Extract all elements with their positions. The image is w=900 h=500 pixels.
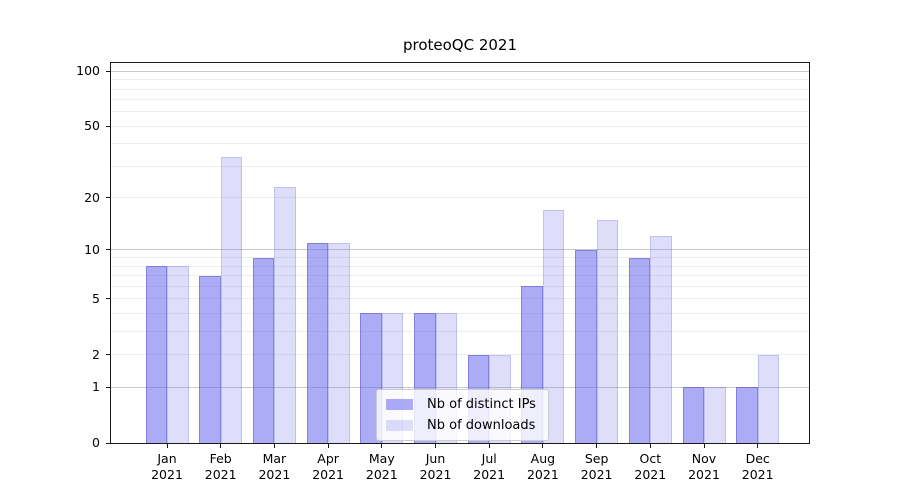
gridline-minor-90 [111,79,809,81]
xtick-mark-jan [166,444,168,448]
bar-ips-oct [628,257,651,443]
bar-ips-mar [252,257,275,443]
ytick-label-1: 1 [92,379,100,395]
xtick-mark-jul [488,444,490,448]
xtick-mark-may [381,444,383,448]
ytick-mark-50 [106,125,110,127]
gridline-minor-7 [111,275,809,277]
ytick-label-0: 0 [92,435,100,450]
xtick-label-jan: Jan 2021 [151,451,183,482]
xtick-mark-dec [757,444,759,448]
xtick-label-jul: Jul 2021 [473,451,506,482]
xtick-mark-nov [703,444,705,448]
ytick-mark-0 [106,442,110,444]
gridline-major-100 [111,70,809,72]
bar-downloads-dec [757,354,780,443]
bar-ips-dec [736,387,758,443]
xtick-mark-jun [435,444,436,448]
xtick-label-may: May 2021 [365,451,398,482]
bar-downloads-apr [328,242,350,443]
legend-swatch-distinct-ips [386,399,413,410]
bar-ips-nov [682,387,704,443]
legend-item-distinct-ips: Nb of distinct IPs [386,397,536,412]
bar-downloads-jan [167,266,189,443]
ytick-mark-1 [106,386,110,388]
legend-swatch-downloads [386,420,413,431]
xtick-label-oct: Oct 2021 [634,451,667,482]
bar-ips-feb [199,275,221,443]
gridline-minor-40 [111,143,809,145]
bar-downloads-mar [274,187,296,443]
bar-downloads-feb [220,156,243,443]
xtick-label-apr: Apr 2021 [312,451,344,482]
bar-ips-sep [575,249,597,443]
gridline-minor-4 [111,312,809,314]
bar-ips-apr [306,242,329,443]
gridline-minor-60 [111,111,809,113]
bar-ips-jan [145,266,167,443]
xtick-mark-mar [273,444,275,448]
xtick-label-jun: Jun 2021 [419,451,452,482]
bar-downloads-nov [704,387,726,443]
xtick-label-feb: Feb 2021 [204,451,237,482]
gridline-minor-80 [111,88,809,90]
xtick-label-sep: Sep 2021 [580,451,613,482]
xtick-mark-oct [649,444,651,448]
ytick-label-20: 20 [84,189,100,205]
xtick-label-aug: Aug 2021 [526,451,559,482]
xtick-label-dec: Dec 2021 [741,451,774,482]
gridline-minor-9 [111,257,809,259]
gridline-minor-70 [111,99,809,101]
legend: Nb of distinct IPs Nb of downloads [376,389,549,441]
gridline-minor-6 [111,285,809,287]
chart-title: proteoQC 2021 [402,36,518,54]
gridline-minor-50 [111,125,809,127]
ytick-mark-10 [106,249,110,251]
gridline-major-10 [111,249,809,251]
xtick-mark-sep [596,444,598,448]
xtick-mark-aug [542,444,544,448]
ytick-label-10: 10 [84,241,100,257]
xtick-label-mar: Mar 2021 [258,451,291,482]
legend-item-downloads: Nb of downloads [386,418,536,433]
gridline-minor-2 [111,354,809,356]
ytick-mark-20 [106,197,110,199]
xtick-label-nov: Nov 2021 [688,451,720,482]
xtick-mark-apr [327,444,329,448]
plot-area [110,62,810,444]
legend-label-distinct-ips: Nb of distinct IPs [427,397,536,412]
ytick-mark-100 [106,70,110,72]
ytick-mark-2 [106,354,110,356]
legend-label-downloads: Nb of downloads [427,418,536,433]
ytick-label-5: 5 [92,290,100,306]
ytick-label-2: 2 [92,346,100,362]
ytick-mark-5 [106,298,110,300]
ytick-label-50: 50 [84,118,100,134]
ytick-label-100: 100 [76,63,100,79]
xtick-mark-feb [220,444,222,448]
bar-downloads-oct [650,236,672,443]
gridline-minor-30 [111,165,809,167]
bar-downloads-sep [596,219,619,443]
gridline-minor-20 [111,197,809,199]
gridline-minor-3 [111,330,809,332]
gridline-minor-5 [111,298,809,300]
gridline-minor-8 [111,265,809,267]
gridline-major-1 [111,386,809,388]
bar-downloads-aug [542,210,565,443]
